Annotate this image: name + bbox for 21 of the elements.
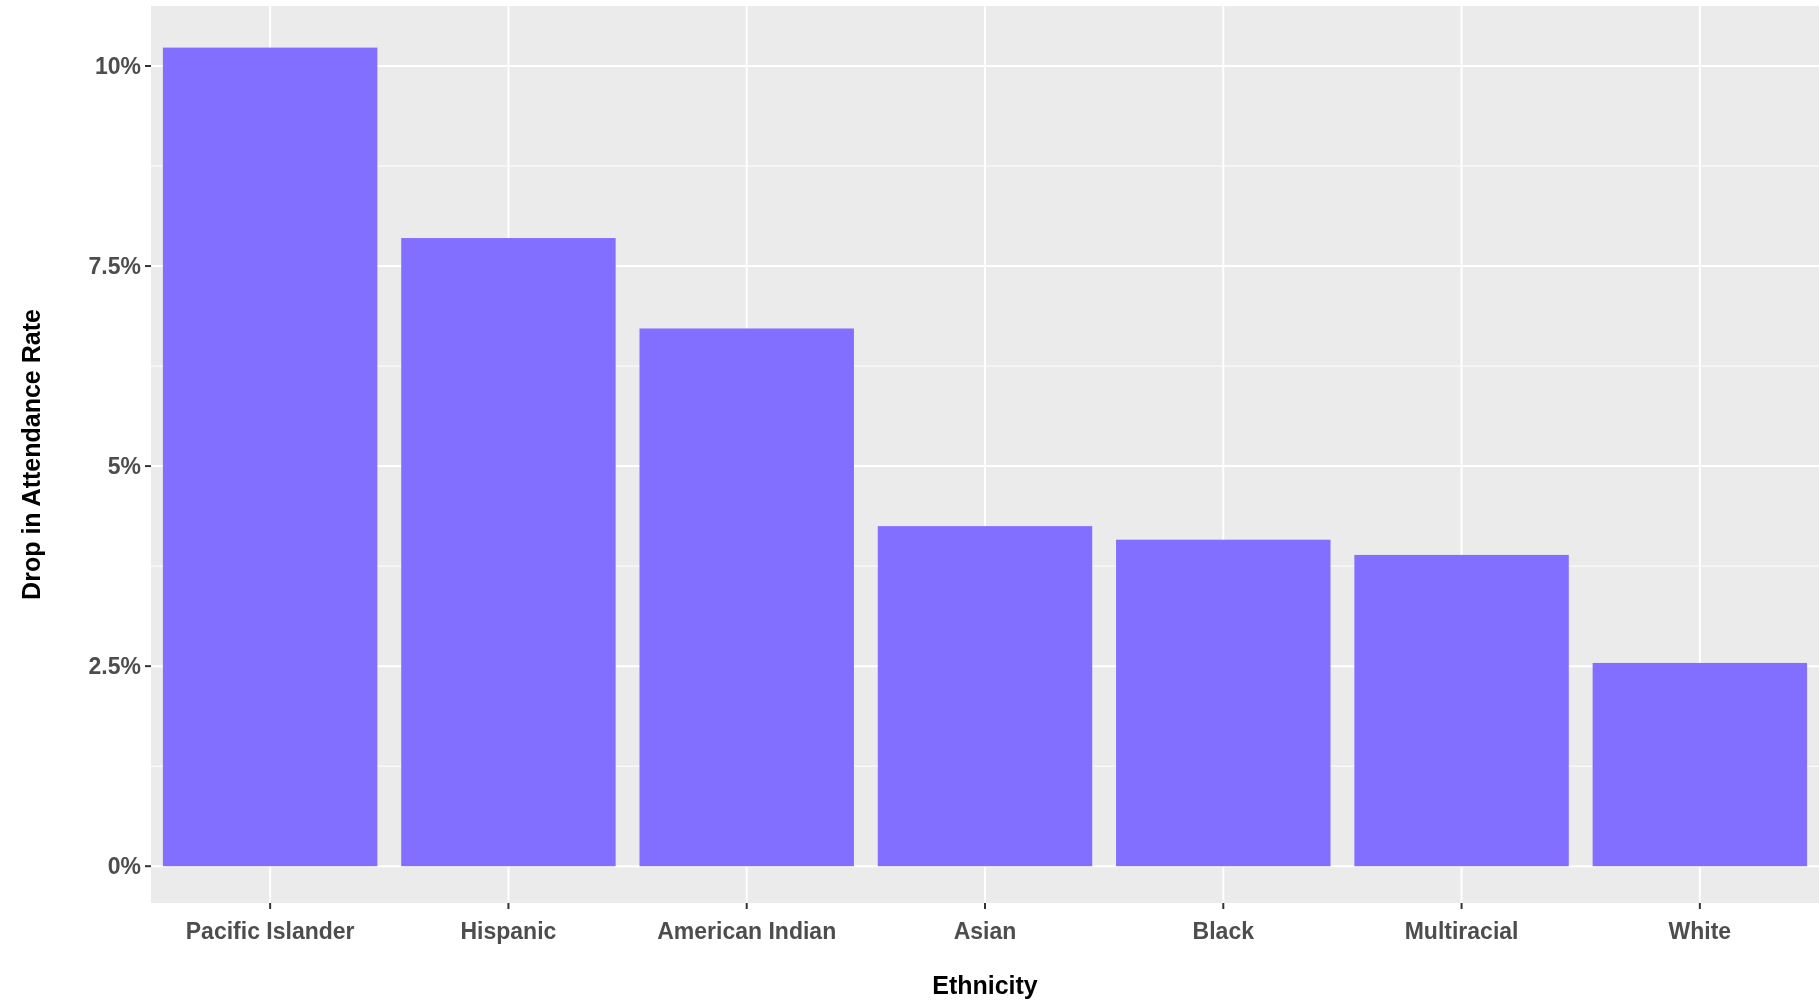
bar [1592, 662, 1808, 867]
x-tick-label: Multiracial [1404, 918, 1519, 944]
x-axis-title: Ethnicity [932, 971, 1038, 999]
bar [1116, 539, 1331, 867]
bar [877, 526, 1093, 867]
x-tick-label: American Indian [657, 918, 837, 944]
y-tick-label: 7.5% [88, 253, 141, 280]
x-tick-label: Hispanic [460, 918, 557, 944]
y-tick-label: 10% [94, 53, 141, 80]
x-tick-label: Pacific Islander [185, 918, 355, 944]
x-tick-label: White [1668, 918, 1732, 944]
x-tick-label: Asian [953, 918, 1017, 944]
bar [639, 328, 854, 867]
bar [162, 47, 378, 867]
y-tick-label: 5% [107, 453, 141, 480]
y-axis-title: Drop in Attendance Rate [17, 309, 45, 600]
y-tick-label: 2.5% [88, 653, 141, 680]
y-tick-label: 0% [107, 853, 141, 880]
bar [1354, 554, 1569, 867]
x-tick-label: Black [1192, 918, 1255, 944]
bar [401, 238, 616, 867]
